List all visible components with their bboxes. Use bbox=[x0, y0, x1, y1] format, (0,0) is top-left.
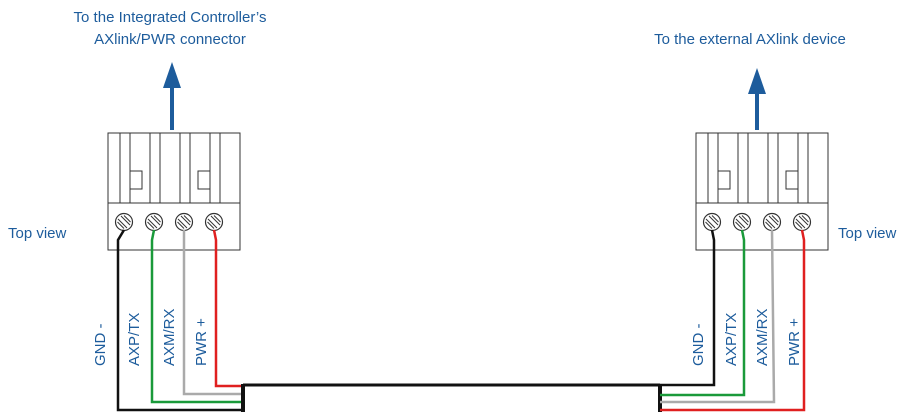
wire-label: AXP/TX bbox=[723, 313, 740, 366]
arrow bbox=[163, 62, 181, 130]
left-connector bbox=[108, 133, 240, 250]
wire-label: GND - bbox=[690, 324, 707, 367]
wires bbox=[116, 229, 806, 412]
arrow bbox=[748, 68, 766, 130]
caption: To the external AXlink device bbox=[654, 31, 846, 48]
wire-label: AXP/TX bbox=[126, 313, 143, 366]
wire-label: AXM/RX bbox=[754, 308, 771, 366]
caption: To the Integrated Controller’s bbox=[74, 9, 267, 26]
right-connector bbox=[696, 133, 828, 250]
wire-label: AXM/RX bbox=[161, 308, 178, 366]
wire-label: PWR + bbox=[193, 318, 210, 366]
view-label: Top view bbox=[8, 225, 67, 242]
wire-label: GND - bbox=[92, 324, 109, 367]
wire-label: PWR + bbox=[786, 318, 803, 366]
view-label: Top view bbox=[838, 225, 897, 242]
caption: AXlink/PWR connector bbox=[94, 31, 246, 48]
